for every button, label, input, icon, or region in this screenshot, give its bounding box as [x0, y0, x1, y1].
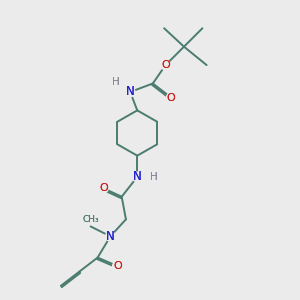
Circle shape [167, 93, 176, 102]
Text: N: N [126, 85, 135, 98]
Circle shape [132, 172, 142, 182]
Text: O: O [99, 183, 108, 193]
Circle shape [161, 60, 170, 70]
Text: H: H [150, 172, 158, 182]
Text: N: N [133, 170, 142, 183]
Text: O: O [99, 183, 108, 193]
Text: N: N [106, 230, 115, 243]
Text: O: O [113, 261, 122, 271]
Text: N: N [106, 230, 115, 243]
Text: O: O [161, 60, 170, 70]
Text: O: O [167, 93, 176, 103]
Text: O: O [161, 60, 170, 70]
Text: O: O [167, 93, 176, 103]
Circle shape [125, 87, 135, 97]
Circle shape [98, 183, 108, 193]
Text: N: N [126, 85, 135, 98]
Text: H: H [150, 172, 158, 182]
Text: H: H [112, 77, 120, 87]
Text: N: N [133, 170, 142, 183]
Text: CH₃: CH₃ [82, 215, 99, 224]
Text: CH₃: CH₃ [82, 215, 99, 224]
Circle shape [112, 261, 122, 271]
Circle shape [106, 232, 115, 241]
Text: O: O [113, 261, 122, 271]
Text: H: H [112, 77, 120, 87]
